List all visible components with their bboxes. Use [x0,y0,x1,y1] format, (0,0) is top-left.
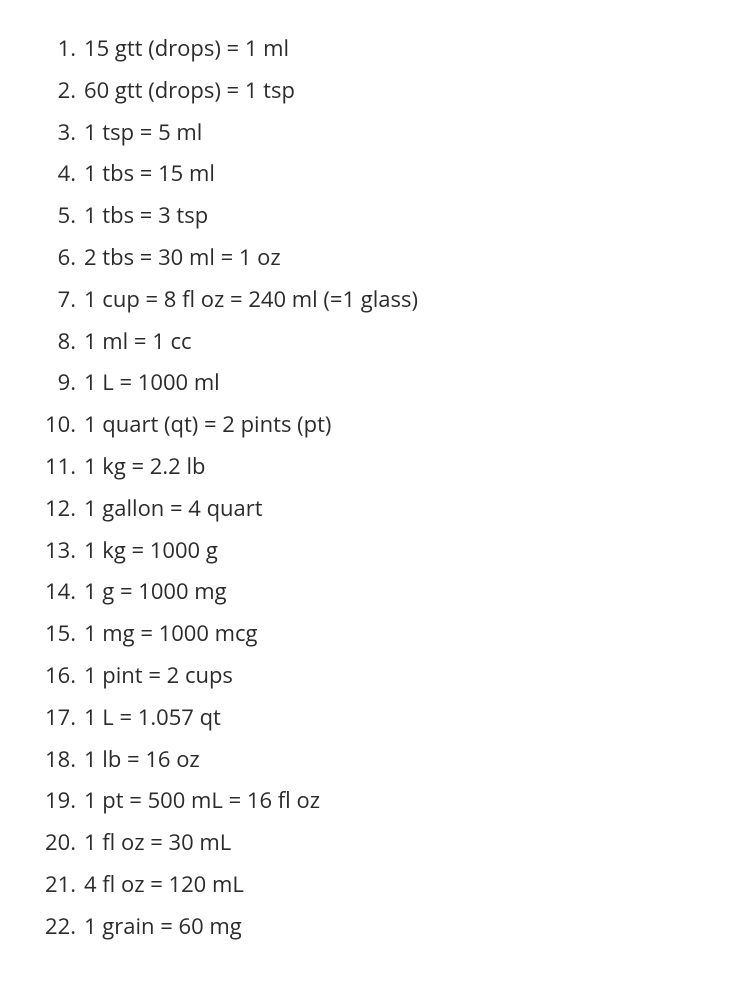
list-item: 1 tsp = 5 ml [20,112,716,154]
list-item: 1 L = 1.057 qt [20,697,716,739]
list-item: 1 cup = 8 fl oz = 240 ml (=1 glass) [20,279,716,321]
list-item: 1 L = 1000 ml [20,362,716,404]
list-item: 4 fl oz = 120 mL [20,864,716,906]
list-item-text: 1 kg = 2.2 lb [84,446,716,488]
list-item: 1 kg = 1000 g [20,530,716,572]
conversion-list: 15 gtt (drops) = 1 ml 60 gtt (drops) = 1… [20,28,716,948]
list-item-text: 1 gallon = 4 quart [84,488,716,530]
list-item-text: 4 fl oz = 120 mL [84,864,716,906]
list-item-text: 1 tbs = 3 tsp [84,195,716,237]
list-item: 1 ml = 1 cc [20,321,716,363]
list-item-text: 1 tbs = 15 ml [84,153,716,195]
list-item: 1 kg = 2.2 lb [20,446,716,488]
list-item-text: 1 pt = 500 mL = 16 fl oz [84,780,716,822]
list-item: 15 gtt (drops) = 1 ml [20,28,716,70]
list-item-text: 1 L = 1000 ml [84,362,716,404]
list-item-text: 1 tsp = 5 ml [84,112,716,154]
list-item-text: 15 gtt (drops) = 1 ml [84,28,716,70]
list-item: 1 pt = 500 mL = 16 fl oz [20,780,716,822]
list-item-text: 1 quart (qt) = 2 pints (pt) [84,404,716,446]
list-item: 2 tbs = 30 ml = 1 oz [20,237,716,279]
list-item: 1 pint = 2 cups [20,655,716,697]
list-item: 1 lb = 16 oz [20,739,716,781]
list-item-text: 1 pint = 2 cups [84,655,716,697]
list-item: 60 gtt (drops) = 1 tsp [20,70,716,112]
list-item: 1 quart (qt) = 2 pints (pt) [20,404,716,446]
list-item-text: 1 ml = 1 cc [84,321,716,363]
list-item: 1 tbs = 15 ml [20,153,716,195]
list-item-text: 1 fl oz = 30 mL [84,822,716,864]
list-item: 1 tbs = 3 tsp [20,195,716,237]
list-item: 1 grain = 60 mg [20,906,716,948]
list-item: 1 g = 1000 mg [20,571,716,613]
list-item: 1 gallon = 4 quart [20,488,716,530]
list-item-text: 1 mg = 1000 mcg [84,613,716,655]
list-item: 1 fl oz = 30 mL [20,822,716,864]
list-item-text: 1 g = 1000 mg [84,571,716,613]
list-item-text: 1 kg = 1000 g [84,530,716,572]
list-item-text: 1 L = 1.057 qt [84,697,716,739]
list-item: 1 mg = 1000 mcg [20,613,716,655]
list-item-text: 1 cup = 8 fl oz = 240 ml (=1 glass) [84,279,716,321]
list-item-text: 60 gtt (drops) = 1 tsp [84,70,716,112]
list-item-text: 1 grain = 60 mg [84,906,716,948]
list-item-text: 1 lb = 16 oz [84,739,716,781]
list-item-text: 2 tbs = 30 ml = 1 oz [84,237,716,279]
